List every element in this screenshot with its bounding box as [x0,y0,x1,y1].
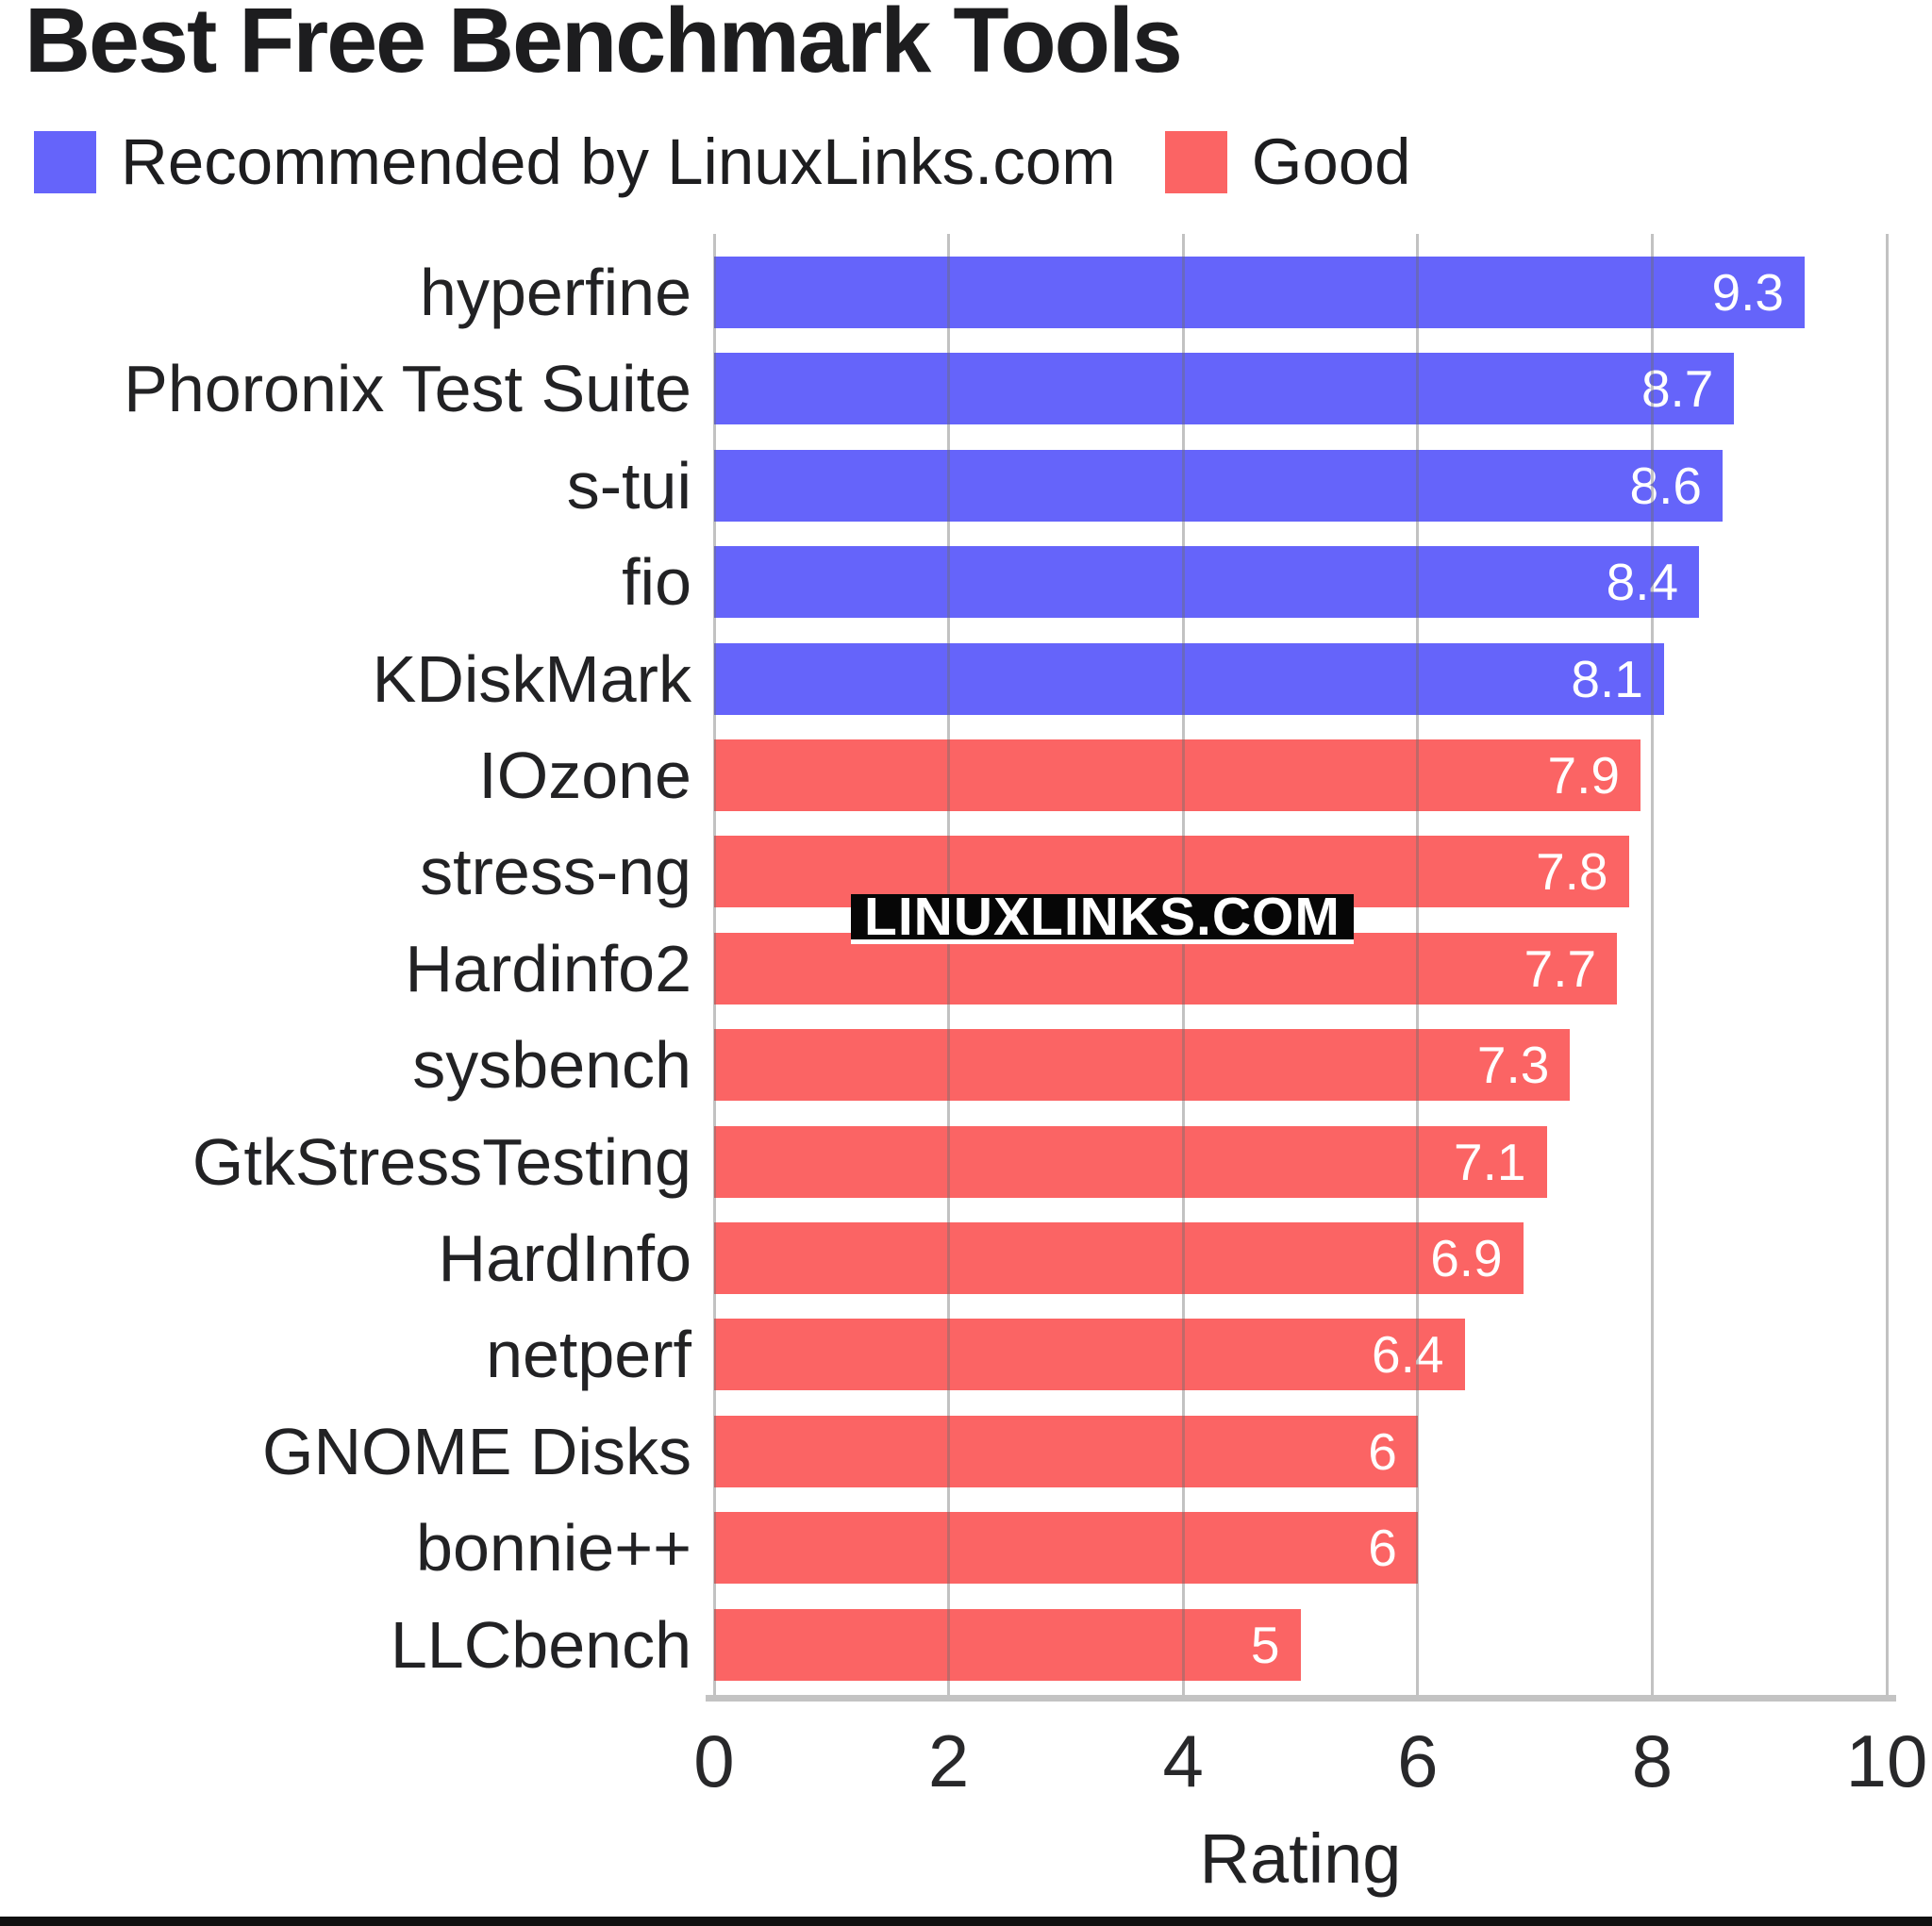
bar-value-label: 7.7 [1524,938,1597,998]
gridline [1650,234,1654,1698]
category-label: s-tui [566,448,691,523]
bar-sysbench: 7.3 [714,1029,1571,1102]
bar-value-label: 8.7 [1641,359,1714,419]
legend-item-label: Good [1251,125,1411,198]
bar-fio: 8.4 [714,546,1700,619]
legend-item-label: Recommended by LinuxLinks.com [121,125,1116,198]
category-axis: hyperfine Phoronix Test Suite s-tui fio KDis… [0,234,691,1698]
bar-value-label: 6 [1368,1519,1397,1578]
legend-swatch-icon [34,130,96,193]
chart-title: Best Free Benchmark Tools [25,0,1183,91]
gridline [1181,234,1185,1698]
category-label: bonnie++ [416,1511,691,1586]
category-label: Hardinfo2 [405,931,691,1005]
bar-value-label: 9.3 [1711,263,1784,322]
plot-area: 9.3 8.7 8.6 8.4 8.1 7.9 7.8 7.7 7.3 7.1 6.9 6.4 6 6 5 [712,234,1889,1698]
category-label: Phoronix Test Suite [124,352,691,426]
category-label: netperf [486,1318,691,1392]
bar-netperf: 6.4 [714,1319,1465,1391]
category-label: GtkStressTesting [192,1124,691,1199]
legend: Recommended by LinuxLinks.com Good [34,125,1459,199]
category-label: HardInfo [438,1221,691,1295]
bar-llcbench: 5 [714,1608,1301,1681]
gridline [1885,234,1889,1698]
gridline [947,234,951,1698]
bar-value-label: 7.1 [1454,1132,1526,1191]
bar-value-label: 6 [1368,1421,1397,1481]
bar-phoronix-test-suite: 8.7 [714,353,1735,425]
x-tick-label: 6 [1397,1719,1439,1802]
bar-value-label: 7.3 [1476,1036,1550,1095]
bar-value-label: 6.4 [1372,1325,1444,1385]
bar-hardinfo2: 7.7 [714,932,1618,1005]
bar-iozone: 7.9 [714,739,1641,811]
bar-value-label: 7.8 [1536,842,1608,902]
bar-bonnie-: 6 [714,1512,1418,1585]
bar-gtkstresstesting: 7.1 [714,1125,1547,1198]
category-label: IOzone [478,739,691,812]
bar-value-label: 8.1 [1571,649,1643,708]
legend-item-good: Good [1164,125,1411,199]
x-tick-label: 2 [927,1719,970,1802]
bottom-divider [0,1917,1932,1926]
legend-swatch-icon [1164,130,1227,193]
x-tick-label: 8 [1631,1719,1674,1802]
x-tick-label: 4 [1162,1719,1204,1802]
bar-hyperfine: 9.3 [714,257,1805,328]
x-tick-label: 0 [693,1719,735,1802]
bar-kdiskmark: 8.1 [714,642,1664,715]
category-label: KDiskMark [372,641,691,716]
gridline [712,234,716,1698]
x-axis-line [706,1695,1896,1702]
bar-gnome-disks: 6 [714,1415,1418,1487]
x-tick-label: 10 [1845,1719,1928,1802]
gridline [1416,234,1420,1698]
legend-item-recommended: Recommended by LinuxLinks.com [34,125,1116,199]
category-label: stress-ng [420,835,691,909]
bar-s-tui: 8.6 [714,449,1723,522]
x-axis-title: Rating [1199,1819,1402,1898]
bar-value-label: 7.9 [1547,746,1620,805]
bar-value-label: 5 [1250,1615,1280,1674]
category-label: sysbench [412,1028,691,1103]
bar-value-label: 6.9 [1430,1229,1503,1287]
bar-value-label: 8.4 [1606,553,1679,612]
category-label: LLCbench [390,1607,691,1682]
category-label: GNOME Disks [262,1414,691,1488]
watermark: LINUXLINKS.COM [851,890,1354,944]
category-label: fio [622,545,691,620]
bar-hardinfo: 6.9 [714,1222,1524,1294]
category-label: hyperfine [420,256,691,329]
bar-value-label: 8.6 [1629,456,1702,515]
